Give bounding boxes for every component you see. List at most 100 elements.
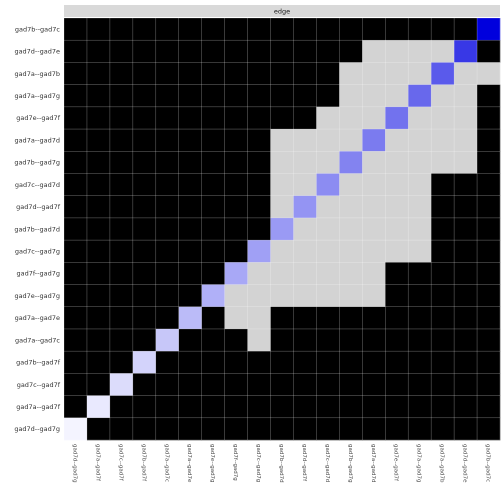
heatmap-cell: [431, 129, 455, 152]
heatmap-cell-diagonal: [408, 84, 432, 108]
heatmap-cell: [132, 395, 157, 419]
heatmap-cell: [316, 240, 340, 263]
heatmap-cell-diagonal: [201, 284, 225, 308]
x-tick-label: gad7c--gad7f: [117, 444, 123, 482]
heatmap-cell: [201, 129, 225, 152]
heatmap-cell: [224, 284, 248, 308]
heatmap-cell: [362, 395, 386, 419]
heatmap-cell: [64, 306, 88, 330]
heatmap-cell: [339, 40, 363, 63]
heatmap-cell: [454, 417, 478, 441]
heatmap-cell: [293, 395, 317, 419]
heatmap-cell: [132, 262, 157, 285]
heatmap-cell: [155, 240, 180, 263]
heatmap-cell: [109, 306, 134, 330]
heatmap-cell: [477, 240, 501, 263]
heatmap-cell: [431, 18, 455, 41]
heatmap-cell: [362, 151, 386, 174]
heatmap-cell: [86, 173, 111, 196]
heatmap-cell: [86, 106, 111, 130]
heatmap-cell: [155, 173, 180, 196]
heatmap-cell: [64, 62, 88, 85]
heatmap-cell: [431, 351, 455, 374]
heatmap-cell: [109, 151, 134, 174]
heatmap-cell: [64, 284, 88, 308]
heatmap-cell: [132, 284, 157, 308]
heatmap-cell: [385, 129, 409, 152]
heatmap-cell: [316, 306, 340, 330]
heatmap-cell: [477, 151, 501, 174]
y-tick-label: gad7e--gad7g: [14, 292, 60, 300]
heatmap-cell: [339, 173, 363, 196]
heatmap-cell: [408, 195, 432, 219]
heatmap-cell: [408, 284, 432, 308]
facet-strip: edge: [64, 5, 500, 17]
heatmap-cell: [316, 151, 340, 174]
heatmap-cell: [224, 18, 248, 41]
heatmap-cell: [109, 284, 134, 308]
heatmap-cell: [293, 417, 317, 441]
x-tick-label: gad7b--gad7g: [347, 444, 353, 483]
heatmap-cell: [408, 151, 432, 174]
heatmap-cell: [86, 18, 111, 41]
heatmap-cell: [385, 240, 409, 263]
heatmap-cell: [86, 129, 111, 152]
heatmap-cell: [316, 129, 340, 152]
heatmap-cell: [339, 129, 363, 152]
heatmap-cell: [431, 395, 455, 419]
heatmap-cell: [201, 195, 225, 219]
heatmap-cell: [224, 217, 248, 241]
heatmap-panel: [63, 17, 501, 441]
heatmap-cell: [385, 195, 409, 219]
heatmap-cell: [385, 284, 409, 308]
heatmap-cell: [385, 84, 409, 108]
heatmap-cell: [178, 40, 202, 63]
heatmap-cell: [109, 351, 134, 374]
heatmap-cell: [362, 284, 386, 308]
heatmap-cell-diagonal: [132, 351, 157, 374]
heatmap-cell: [477, 262, 501, 285]
heatmap-cell: [132, 417, 157, 441]
heatmap-cell: [86, 262, 111, 285]
heatmap-cell: [362, 262, 386, 285]
heatmap-cell: [86, 217, 111, 241]
y-tick-label: gad7d--gad7f: [16, 203, 61, 211]
x-tick-label: gad7b--gad7c: [485, 444, 491, 482]
heatmap-cell: [454, 328, 478, 352]
heatmap-cell: [178, 284, 202, 308]
heatmap-cell: [454, 84, 478, 108]
heatmap-cell: [477, 417, 501, 441]
heatmap-cell: [362, 18, 386, 41]
heatmap-cell: [178, 18, 202, 41]
heatmap-cell: [339, 62, 363, 85]
heatmap-cell: [224, 417, 248, 441]
heatmap-cell: [316, 62, 340, 85]
heatmap-cell: [270, 306, 294, 330]
heatmap-cell: [477, 306, 501, 330]
heatmap-cell: [431, 217, 455, 241]
heatmap-cell: [109, 395, 134, 419]
heatmap-cell: [431, 328, 455, 352]
heatmap-cell: [247, 84, 271, 108]
heatmap-cell: [109, 195, 134, 219]
heatmap-cell: [454, 262, 478, 285]
heatmap-cell: [477, 62, 501, 85]
heatmap-cell: [201, 306, 225, 330]
y-tick-label: gad7c--gad7f: [17, 381, 61, 389]
heatmap-cell: [339, 328, 363, 352]
heatmap-cell: [64, 328, 88, 352]
heatmap-cell: [293, 129, 317, 152]
heatmap-cell: [316, 195, 340, 219]
heatmap-cell: [270, 106, 294, 130]
heatmap-cell: [339, 395, 363, 419]
heatmap-cell: [86, 84, 111, 108]
heatmap-cell: [477, 173, 501, 196]
heatmap-cell: [86, 417, 111, 441]
heatmap-cell: [224, 351, 248, 374]
heatmap-cell: [155, 151, 180, 174]
heatmap-cell: [64, 84, 88, 108]
heatmap-cell: [431, 306, 455, 330]
heatmap-cell: [454, 151, 478, 174]
heatmap-cell: [201, 351, 225, 374]
y-tick-label: gad7b--gad7d: [14, 225, 60, 233]
